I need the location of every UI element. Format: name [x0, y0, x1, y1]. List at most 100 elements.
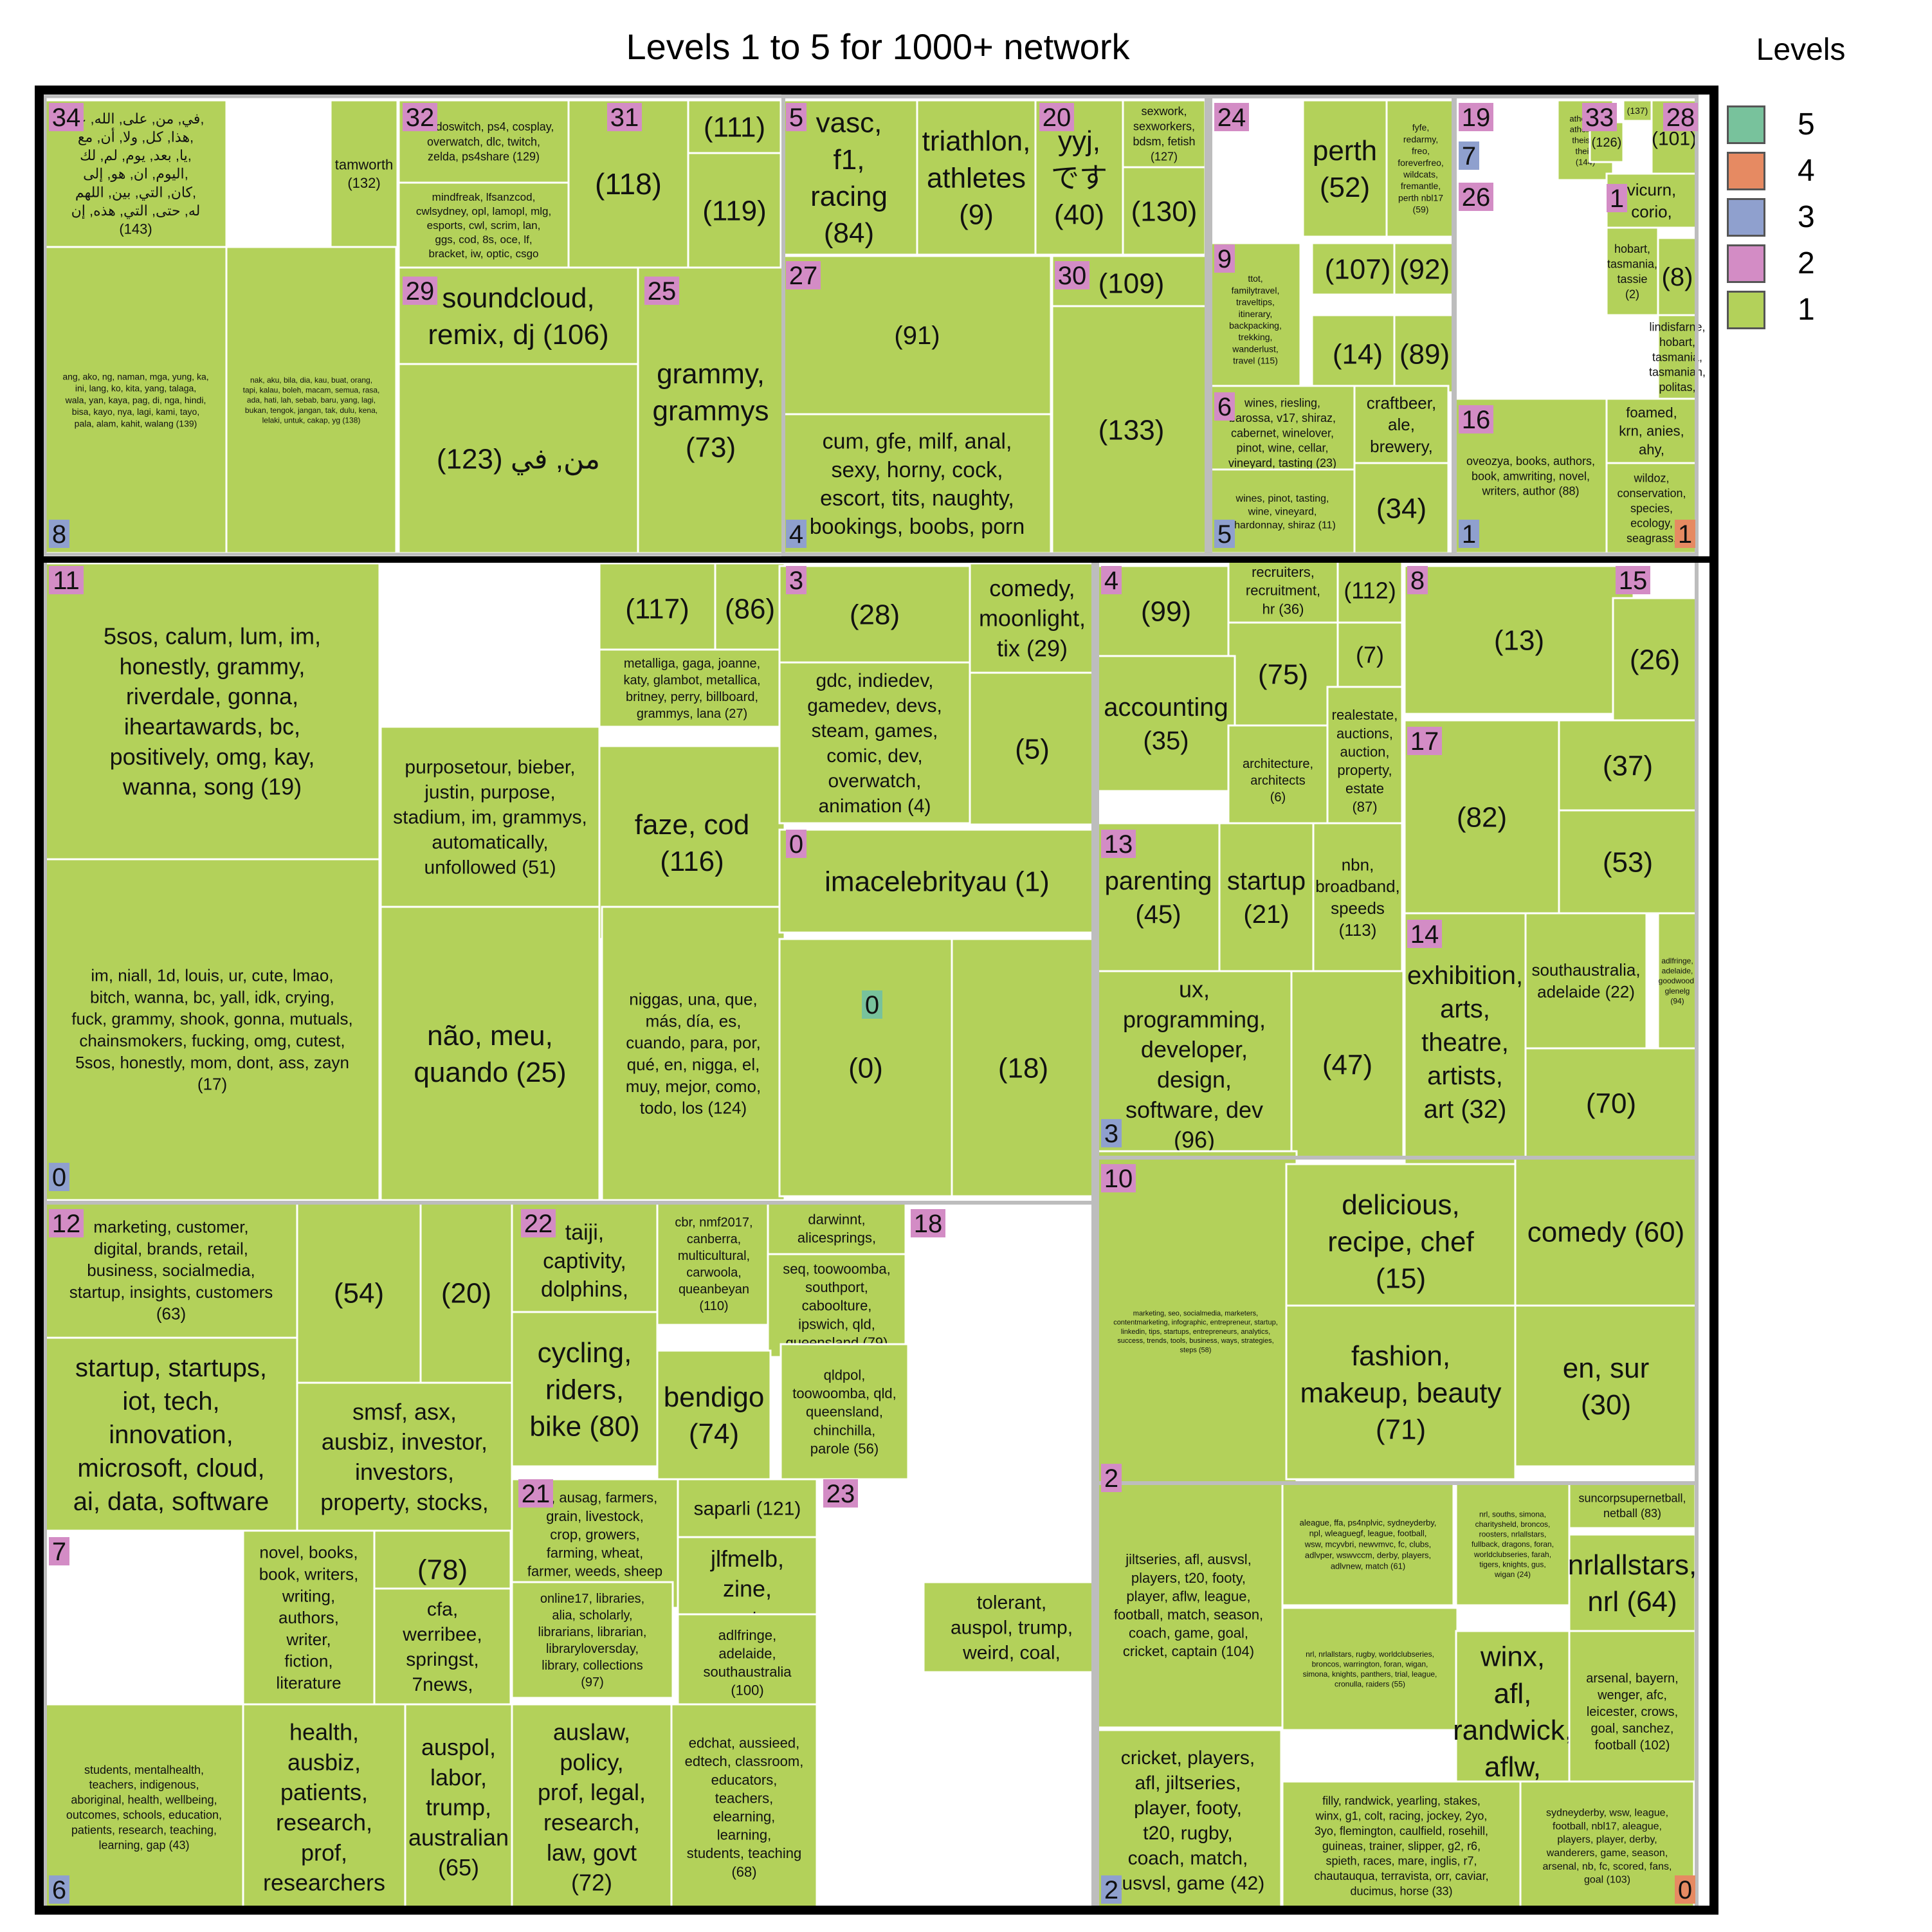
group-tag-label: 34 — [52, 104, 81, 132]
group-tag-badge — [1101, 566, 1122, 594]
treemap-leaf-label: (107) — [1325, 253, 1391, 285]
legend-label: 2 — [1798, 246, 1815, 280]
treemap-leaf-label: startup, startups, iot, tech, innovation, m… — [73, 1354, 269, 1516]
group-tag-badge — [1582, 103, 1617, 131]
group-tag-badge — [1675, 1875, 1695, 1904]
treemap-leaf-label: tolerant, auspol, trump, weird, coal, — [951, 1592, 1073, 1664]
treemap-group-border — [43, 95, 1699, 556]
group-tag-badge — [1101, 1464, 1122, 1492]
treemap-leaf — [397, 266, 639, 365]
legend-swatch — [1727, 244, 1765, 283]
group-tag-badge — [911, 1209, 945, 1237]
group-tag-label: 0 — [789, 830, 803, 859]
treemap-leaf-label: (14) — [1333, 338, 1383, 370]
group-tag-badge — [1459, 405, 1493, 433]
treemap-leaf — [44, 1336, 298, 1532]
treemap-leaf-label: health, ausbiz, patients, research, prof, res… — [263, 1719, 385, 1896]
treemap-leaf-label: imacelebrityau (1) — [825, 866, 1050, 897]
treemap-borders — [35, 86, 1718, 1915]
treemap-leaf-label: (118) — [595, 167, 662, 201]
group-tag-badge — [1459, 520, 1479, 548]
group-tag-label: 3 — [1104, 1120, 1118, 1148]
treemap-leaf-label: fyfe, redarmy, freo, foreverfreo, wildcats, f… — [1398, 122, 1444, 214]
treemap-leaf — [670, 1703, 818, 1911]
treemap-leaf-label: ang, ako, ng, naman, mga, yung, ka, ini, … — [62, 372, 208, 429]
group-tag-badge — [1055, 261, 1089, 289]
group-tag-badge — [1407, 566, 1428, 594]
treemap-leaf-label: cbr, nmf2017, canberra, multicultural, carw… — [675, 1216, 752, 1313]
treemap-leaf-label: (18) — [998, 1052, 1048, 1084]
treemap-leaf-label: startup (21) — [1227, 867, 1306, 929]
group-tag-badge — [1459, 141, 1479, 170]
treemap-leaf-label: architecture, architects (6) — [1243, 757, 1313, 805]
treemap-leaf — [656, 1201, 772, 1326]
treemap-leaf — [1519, 1780, 1695, 1911]
group-tag-badge — [607, 103, 642, 131]
group-tag-label: 4 — [1104, 567, 1118, 595]
legend-swatch — [1727, 198, 1765, 237]
treemap-leaf-label: (34) — [1376, 493, 1426, 524]
treemap-leaf-label: soundcloud, remix, dj (106) — [428, 282, 608, 351]
treemap-leaf-label: (53) — [1603, 846, 1653, 878]
group-tag-label: 32 — [406, 104, 435, 132]
treemap-leaf-label: comedy (60) — [1527, 1216, 1685, 1248]
treemap-leaf-label: (99) — [1141, 596, 1191, 627]
treemap-leaf-label: ntendoswitch, ps4, cosplay, overwatch, dl… — [414, 120, 554, 163]
group-tag-label: 2 — [1104, 1464, 1118, 1493]
group-tag-badge — [49, 566, 84, 594]
treemap-leaf-label: cycling, riders, bike (80) — [529, 1337, 639, 1442]
treemap-leaf — [598, 562, 716, 655]
treemap-leaf — [1353, 385, 1450, 464]
group-tag-label: 1 — [1678, 520, 1692, 549]
treemap-leaf — [1093, 1482, 1284, 1729]
treemap-leaf-label: hobart, tasmania, tassie (2) — [1607, 242, 1657, 300]
treemap-leaf — [1568, 1482, 1697, 1529]
group-tag-label: 18 — [914, 1210, 943, 1238]
treemap-leaf-label: accounting (35) — [1104, 693, 1228, 755]
treemap-leaf-label: (137) — [1627, 105, 1648, 116]
treemap-leaf-label: edchat, aussieed, edtech, classroom, educa… — [685, 1735, 804, 1880]
treemap-leaf — [44, 562, 381, 861]
group-tag-badge — [1459, 103, 1493, 131]
treemap-leaf-label: (75) — [1258, 659, 1308, 690]
treemap-leaf-label: (8) — [1662, 263, 1693, 291]
treemap-leaves: في, من, على, الله, عن, هذا, كل, ولا, أن, … — [44, 99, 1706, 1911]
group-tag-label: 29 — [406, 277, 435, 305]
treemap-leaf — [598, 648, 786, 728]
treemap-leaf-label: oveozya, books, authors, book, amwriting,… — [1466, 455, 1595, 498]
treemap-leaf-label: qldpol, toowoomba, qld, queensland, chinchi… — [792, 1367, 896, 1457]
treemap-leaf-label: ttot, familytravel, traveltips, itinerary, b… — [1229, 273, 1282, 365]
group-tag-badge — [786, 830, 807, 858]
group-tag-badge — [518, 1479, 553, 1508]
treemap-leaf-label: (70) — [1586, 1088, 1636, 1119]
treemap-leaf-label: (54) — [334, 1277, 384, 1309]
treemap-leaf-label: (13) — [1494, 624, 1544, 656]
group-tag-label: 13 — [1104, 830, 1133, 859]
treemap-leaf-label: sexwork, sexworkers, bdsm, fetish (127) — [1133, 105, 1195, 163]
treemap-leaf — [922, 1581, 1101, 1673]
group-tag-badge — [1459, 183, 1493, 211]
group-tag-label: 30 — [1058, 262, 1087, 290]
treemap-leaf-label: nrl, nrlallstars, rugby, worldclubseries… — [1303, 1650, 1437, 1689]
treemap-leaf-label: nbn, broadband, speeds (113) — [1315, 855, 1400, 939]
treemap-leaf — [1312, 822, 1403, 972]
treemap-leaf-label: grammy, grammys (73) — [653, 358, 769, 463]
group-tag-label: 19 — [1462, 104, 1491, 132]
group-tag-label: 15 — [1619, 567, 1648, 595]
treemap-leaf-label: ux, programming, developer, design, software… — [1123, 976, 1266, 1153]
group-tag-label: 24 — [1217, 104, 1246, 132]
treemap-leaf-label: não, meu, quando (25) — [414, 1020, 566, 1088]
group-tag-badge — [1039, 103, 1074, 131]
treemap-leaf-label: من, في (123) — [437, 443, 600, 475]
treemap-leaf-label: gdc, indiedev, gamedev, devs, steam, games… — [807, 670, 942, 817]
group-tag-label: 17 — [1410, 727, 1439, 756]
legend-label: 1 — [1798, 293, 1815, 327]
group-tag-label: 25 — [648, 277, 677, 305]
treemap-leaf — [1393, 314, 1456, 394]
group-tag-label: 4 — [789, 520, 803, 549]
treemap-leaf — [397, 363, 639, 554]
group-tag-label: 0 — [865, 991, 879, 1019]
treemap-leaf — [404, 1703, 513, 1911]
treemap-leaf — [778, 938, 953, 1198]
